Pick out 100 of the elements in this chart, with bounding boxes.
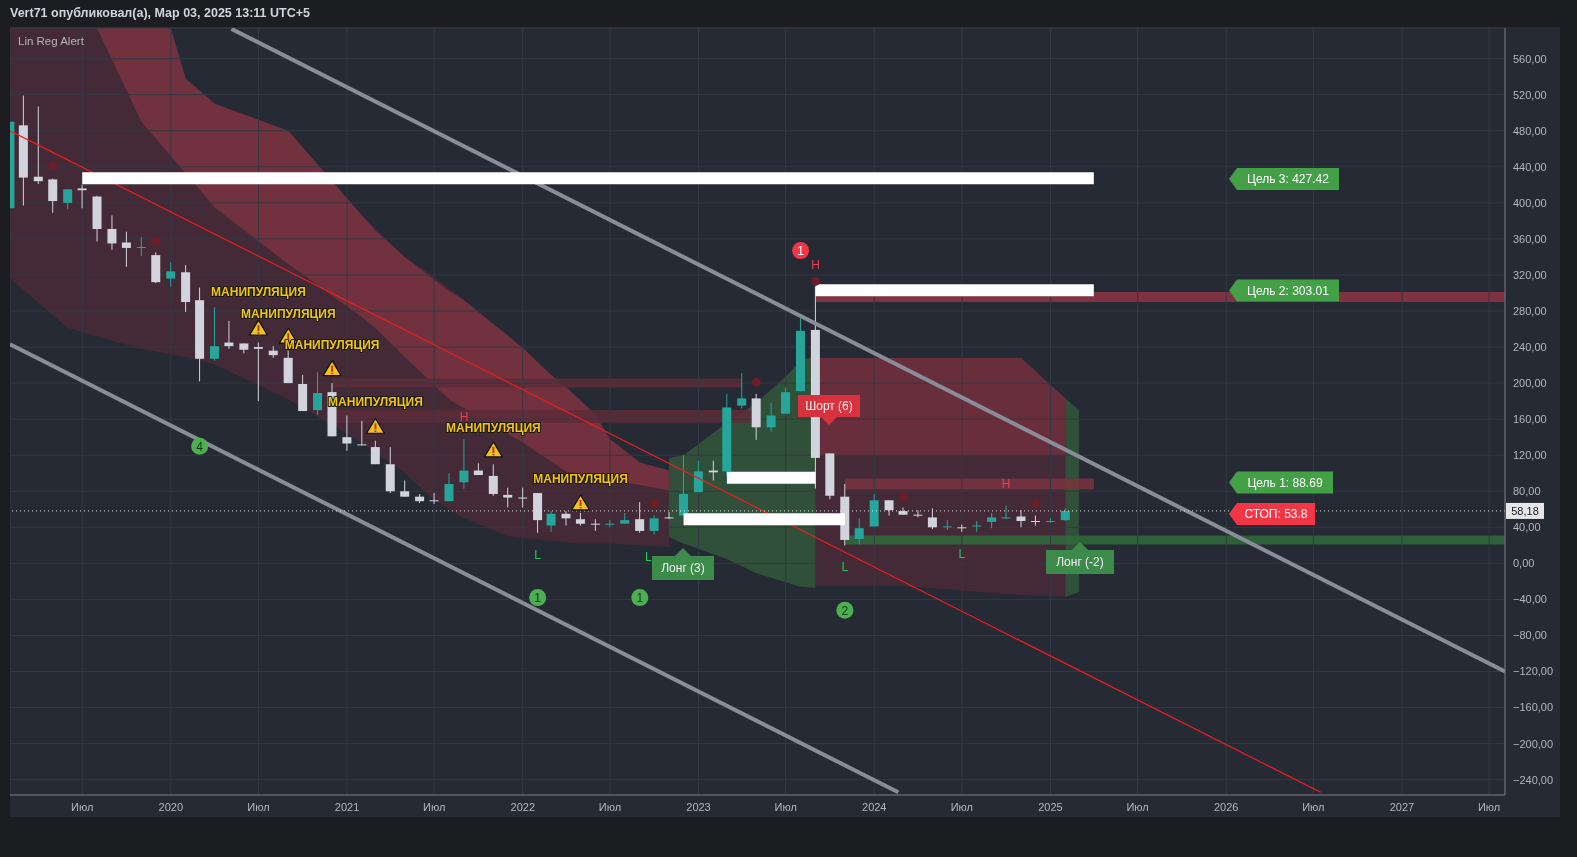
candlestick [766, 402, 776, 433]
x-tick-label: 2026 [1213, 800, 1239, 813]
x-tick-label: Июл [598, 800, 622, 813]
annotation: L [534, 547, 542, 562]
y-tick-label: 40,00 [1513, 521, 1541, 534]
candlestick [664, 511, 674, 520]
candlestick [488, 463, 498, 497]
y-tick-label: 0,00 [1513, 557, 1535, 570]
y-tick-label: 200,00 [1513, 377, 1547, 390]
candlestick [693, 460, 703, 493]
candlestick [210, 306, 220, 362]
y-tick-label: 160,00 [1513, 413, 1547, 426]
y-tick-label: 320,00 [1513, 268, 1547, 281]
y-tick-label: −120,00 [1513, 665, 1554, 678]
annotation: Лонг (3) [661, 561, 705, 575]
candlestick [63, 188, 73, 210]
y-tick-label: 120,00 [1513, 449, 1547, 462]
y-tick-label: −240,00 [1513, 773, 1554, 786]
annotation: L [644, 549, 652, 564]
candlestick [166, 261, 176, 288]
annotation: Lin Reg Alert [18, 35, 85, 47]
annotation: Цель 1: 88.69 [1247, 475, 1323, 490]
x-tick-label: 2025 [1038, 800, 1063, 813]
x-tick-label: Июл [247, 800, 270, 813]
candlestick [942, 519, 952, 531]
candlestick [121, 231, 131, 268]
candlestick [678, 454, 688, 517]
point [649, 499, 659, 509]
y-tick-label: −40,00 [1513, 593, 1547, 606]
point [151, 237, 161, 247]
annotation: МАНИПУЛЯЦИЯ [284, 337, 380, 352]
x-tick-label: 2022 [510, 800, 536, 813]
candlestick [459, 438, 469, 490]
x-tick-label: 2027 [1389, 800, 1415, 813]
point [1031, 499, 1041, 509]
y-tick-label: 520,00 [1513, 88, 1547, 101]
annotation: 1 [636, 591, 644, 606]
candlestick [503, 487, 513, 508]
chart-title: Vert71 опубликовал(а), Мар 03, 2025 13:11 UTC+5 [10, 6, 310, 20]
annotation: L [841, 560, 849, 575]
candlestick [77, 184, 87, 209]
y-tick-label: −200,00 [1513, 737, 1554, 750]
candlestick [635, 501, 645, 534]
annotation: Цель 3: 427.42 [1247, 172, 1330, 186]
annotation: 1 [534, 591, 542, 606]
x-tick-label: Июл [1477, 800, 1501, 813]
annotation: H [811, 257, 820, 272]
annotation: СТОП: 53.8 [1244, 507, 1308, 521]
x-tick-label: Июл [774, 800, 797, 813]
x-tick-label: Июл [1126, 800, 1149, 813]
x-tick-label: Июл [71, 800, 94, 813]
x-tick-label: Июл [1302, 800, 1325, 813]
annotation: L [958, 546, 966, 561]
x-tick-label: 2024 [862, 800, 887, 813]
point [811, 276, 821, 286]
candlestick [1001, 505, 1011, 520]
annotation: 1 [797, 244, 805, 259]
y-tick-label: 480,00 [1513, 124, 1547, 137]
candlestick [898, 506, 908, 516]
annotation: H [1001, 476, 1011, 491]
candlestick [313, 371, 323, 416]
annotation: МАНИПУЛЯЦИЯ [533, 471, 628, 486]
x-tick-label: Июл [423, 800, 446, 813]
x-tick-label: Июл [950, 800, 974, 813]
candlestick [357, 420, 367, 446]
candlestick [972, 520, 982, 533]
y-tick-label: 400,00 [1513, 196, 1547, 209]
y-tick-label: 80,00 [1513, 485, 1541, 498]
y-tick-label: 440,00 [1513, 160, 1547, 173]
y-tick-label: 240,00 [1513, 340, 1547, 353]
y-tick-label: 560,00 [1513, 52, 1547, 65]
candlestick [737, 372, 747, 409]
point [751, 377, 761, 387]
x-tick-label: 2021 [334, 800, 360, 813]
candlestick [854, 517, 864, 545]
candlestick [444, 472, 454, 502]
y-tick-label: −80,00 [1513, 629, 1547, 642]
ref-line-label: 58,18 [1511, 504, 1539, 517]
candlestick [781, 387, 791, 415]
candlestick [1030, 515, 1040, 527]
x-tick-label: 2020 [158, 800, 184, 813]
annotation: Лонг (-2) [1056, 555, 1104, 569]
annotation: Цель 2: 303.01 [1247, 283, 1330, 298]
candlestick [136, 236, 146, 257]
candlestick [107, 214, 117, 251]
candlestick [913, 509, 923, 518]
candlestick [429, 492, 439, 505]
candlestick [253, 342, 263, 402]
annotation: МАНИПУЛЯЦИЯ [211, 285, 306, 300]
y-tick-label: −160,00 [1513, 701, 1554, 714]
annotation: Шорт (6) [805, 399, 853, 413]
y-tick-label: 280,00 [1513, 304, 1547, 317]
point [898, 492, 908, 502]
annotation: 4 [196, 439, 204, 454]
annotation: МАНИПУЛЯЦИЯ [240, 307, 336, 322]
candlestick [927, 507, 937, 530]
y-tick-label: 360,00 [1513, 232, 1547, 245]
annotation: 2 [841, 603, 849, 618]
point [48, 161, 58, 171]
candlestick [48, 178, 58, 214]
